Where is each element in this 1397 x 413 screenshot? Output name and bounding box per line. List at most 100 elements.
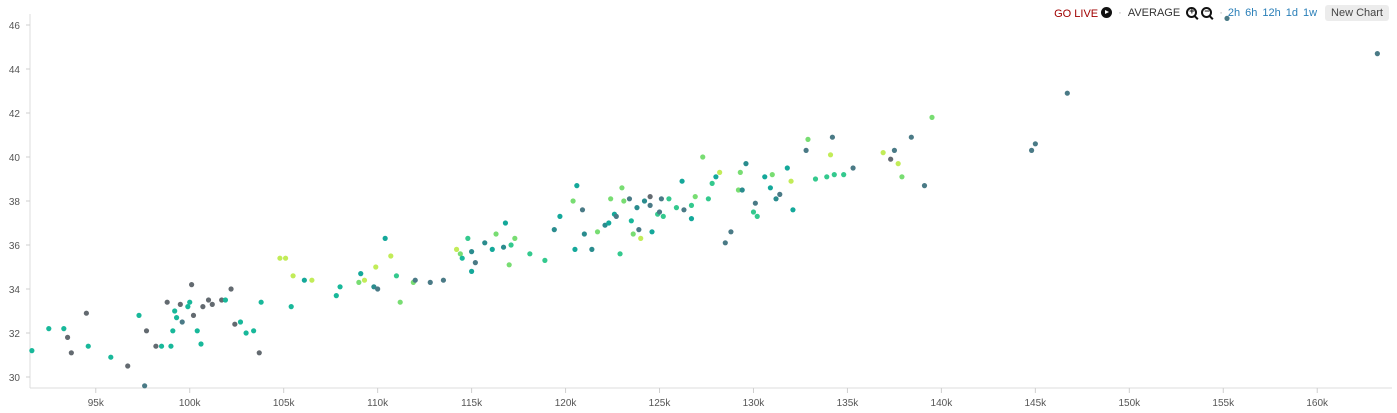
data-point xyxy=(288,304,294,310)
data-point xyxy=(1028,147,1035,153)
separator: · xyxy=(1118,7,1122,19)
data-point xyxy=(179,319,185,325)
data-point xyxy=(754,213,760,219)
y-tick-label: 32 xyxy=(9,329,21,340)
data-point xyxy=(185,304,191,310)
data-point xyxy=(788,178,794,184)
data-point xyxy=(829,134,836,140)
go-live-label: GO LIVE xyxy=(1054,7,1099,20)
data-point xyxy=(356,279,362,285)
y-tick-label: 30 xyxy=(9,373,21,384)
data-point xyxy=(891,147,898,153)
data-point xyxy=(579,207,586,213)
data-point xyxy=(895,161,901,167)
data-point xyxy=(551,227,557,233)
data-point xyxy=(153,343,159,349)
range-2h[interactable]: 2h xyxy=(1227,7,1241,19)
data-point xyxy=(277,255,283,261)
data-point xyxy=(688,202,695,208)
data-point xyxy=(337,284,343,290)
data-point xyxy=(628,218,634,224)
data-point xyxy=(251,328,257,334)
data-point xyxy=(762,174,768,180)
data-point xyxy=(636,227,642,233)
data-point xyxy=(717,169,723,175)
data-point xyxy=(108,354,114,360)
data-point xyxy=(29,348,35,354)
data-point xyxy=(850,165,856,171)
data-point xyxy=(658,196,665,202)
data-point xyxy=(46,326,52,332)
data-point xyxy=(170,328,176,334)
x-tick-label: 150k xyxy=(1118,398,1141,409)
data-point xyxy=(647,202,653,208)
data-point xyxy=(626,196,633,202)
data-point xyxy=(219,297,225,303)
data-point xyxy=(382,235,388,241)
data-point xyxy=(634,205,640,211)
data-point xyxy=(617,251,623,257)
data-point xyxy=(469,268,475,274)
x-tick-label: 120k xyxy=(555,398,578,409)
data-point xyxy=(594,229,601,235)
data-point xyxy=(700,154,706,160)
data-point xyxy=(194,328,200,334)
aggregate-selector[interactable]: AVERAGE xyxy=(1127,7,1181,19)
data-point xyxy=(638,235,644,241)
data-point xyxy=(1224,15,1230,21)
x-tick-label: 140k xyxy=(931,398,954,409)
data-point xyxy=(739,187,745,193)
data-point xyxy=(282,255,289,261)
data-point xyxy=(309,277,315,283)
data-point xyxy=(542,257,548,263)
data-point xyxy=(660,213,666,219)
data-point xyxy=(929,114,935,120)
data-point xyxy=(841,172,847,178)
data-point xyxy=(824,174,830,180)
data-point xyxy=(688,216,695,222)
data-point xyxy=(469,249,475,255)
new-chart-button[interactable]: New Chart xyxy=(1325,5,1389,21)
range-6h[interactable]: 6h xyxy=(1245,7,1258,19)
data-point xyxy=(172,308,178,314)
data-point xyxy=(500,244,507,250)
data-point xyxy=(440,277,447,283)
range-12h[interactable]: 12h xyxy=(1262,7,1281,19)
zoom-out-icon[interactable]: − xyxy=(1201,6,1214,20)
data-point xyxy=(570,198,576,204)
data-point xyxy=(713,174,719,180)
data-point xyxy=(777,191,783,197)
data-point xyxy=(1032,141,1038,147)
data-point xyxy=(656,209,663,215)
data-point xyxy=(673,205,680,211)
data-point xyxy=(589,246,595,252)
y-tick-label: 36 xyxy=(9,241,21,252)
data-point xyxy=(502,220,509,226)
data-point xyxy=(61,326,67,332)
data-point xyxy=(827,152,834,158)
data-point xyxy=(228,286,234,292)
data-point xyxy=(737,169,743,175)
data-point xyxy=(705,196,711,202)
data-point xyxy=(750,209,757,215)
data-point xyxy=(187,299,193,305)
go-live-button[interactable]: GO LIVE xyxy=(1054,6,1113,20)
data-point xyxy=(371,284,377,290)
data-point xyxy=(812,176,819,182)
data-point xyxy=(472,260,478,266)
data-point xyxy=(557,213,563,219)
data-point xyxy=(805,136,811,142)
zoom-in-icon[interactable]: + xyxy=(1186,6,1199,20)
data-point xyxy=(921,183,928,189)
data-point xyxy=(735,187,742,193)
data-point xyxy=(333,293,339,299)
range-1w[interactable]: 1w xyxy=(1302,7,1318,19)
data-point xyxy=(527,251,533,257)
data-point xyxy=(457,251,463,257)
data-point xyxy=(512,235,518,241)
range-1d[interactable]: 1d xyxy=(1285,7,1298,19)
data-point xyxy=(232,321,238,327)
x-tick-label: 95k xyxy=(88,398,105,409)
data-point xyxy=(908,134,914,140)
data-point xyxy=(722,240,728,246)
